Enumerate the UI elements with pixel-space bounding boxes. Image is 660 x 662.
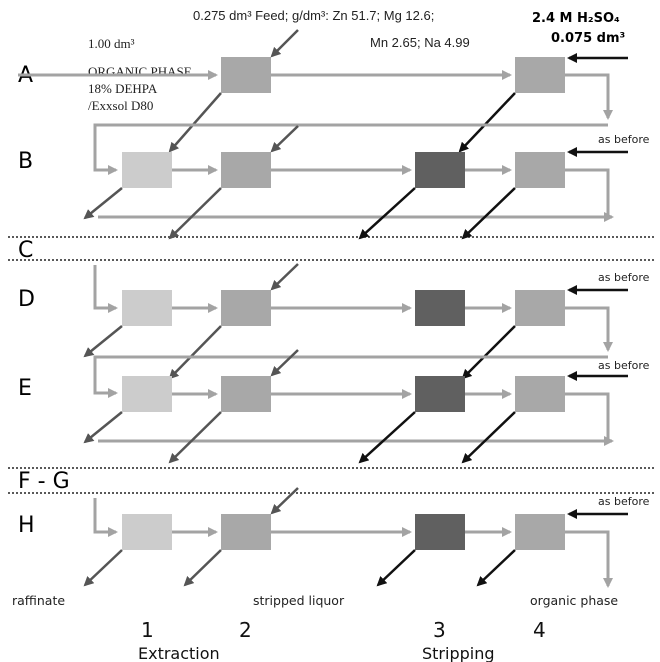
row-e: as before	[83, 349, 650, 464]
mixer-settler-4	[515, 57, 565, 93]
mixer-settler-1	[122, 152, 172, 188]
mixer-settler-2	[221, 57, 271, 93]
mixer-settler-3	[415, 152, 465, 188]
aqueous-arrow	[458, 92, 516, 153]
organic-phase-out-arrow	[565, 530, 613, 588]
stripped-liquor-arrow	[358, 187, 416, 240]
organic-return-arrow	[93, 355, 608, 398]
mixer-settler-1	[122, 514, 172, 550]
mixer-settler-3	[415, 290, 465, 326]
mixer-settler-2	[221, 514, 271, 550]
stripping-label: Stripping	[422, 644, 495, 662]
row-label-b: B	[18, 149, 33, 174]
organic-volume: 1.00 dm³	[88, 36, 135, 51]
row-label-h: H	[18, 513, 35, 538]
organic-out-arrow	[565, 306, 613, 352]
row-b: as before	[83, 123, 650, 240]
acid-concentration: 2.4 M H₂SO₄	[532, 11, 620, 26]
mixer-settler-4	[515, 152, 565, 188]
mixer-settler-2	[221, 152, 271, 188]
row-a	[18, 29, 628, 153]
organic-phase-label: organic phase	[530, 593, 618, 608]
feed-inlet-arrow	[270, 487, 299, 515]
aqueous-arrow	[168, 92, 222, 153]
stage-number-4: 4	[533, 618, 546, 642]
organic-out-arrow	[604, 430, 614, 446]
mixer-settler-4	[515, 376, 565, 412]
mixer-settler-2	[221, 376, 271, 412]
organic-in-arrow	[93, 498, 118, 537]
row-label-d: D	[18, 287, 35, 312]
feed-inlet-arrow	[270, 349, 299, 377]
mixer-settler-4	[515, 290, 565, 326]
organic-out-line	[565, 168, 610, 212]
stripped-liquor-arrow	[376, 549, 416, 587]
row-d: as before	[83, 263, 650, 380]
stage-number-2: 2	[239, 618, 252, 642]
mixer-settler-3	[415, 514, 465, 550]
row-h: as before	[83, 487, 650, 588]
aqueous-arrow	[183, 549, 222, 587]
stripped-liquor-label: stripped liquor	[253, 593, 345, 608]
feed-inlet-arrow	[270, 263, 299, 291]
organic-out-arrow	[604, 205, 614, 222]
feed-text: 0.275 dm³ Feed; g/dm³: Zn 51.7; Mg 12.6;	[193, 8, 434, 23]
as-before-note: as before	[598, 271, 650, 284]
mixer-settler-1	[122, 376, 172, 412]
extraction-label: Extraction	[138, 644, 220, 662]
feed-inlet-arrow	[270, 125, 299, 153]
aqueous-arrow	[168, 411, 222, 464]
organic-line-3: /Exxsol D80	[88, 98, 153, 113]
mixer-settler-1	[122, 290, 172, 326]
as-before-note: as before	[598, 133, 650, 146]
organic-out-line	[565, 392, 610, 436]
stage-number-3: 3	[433, 618, 446, 642]
feed-inlet-arrow	[270, 29, 299, 58]
aqueous-arrow	[168, 187, 222, 240]
feed-text-continued: Mn 2.65; Na 4.99	[370, 35, 470, 50]
raffinate-arrow	[83, 549, 123, 587]
row-label-c: C	[18, 238, 33, 263]
mixer-settler-4	[515, 514, 565, 550]
as-before-note: as before	[598, 495, 650, 508]
aqueous-arrow	[461, 325, 516, 380]
mixer-settler-2	[221, 290, 271, 326]
spacer	[76, 93, 80, 97]
organic-line-2: 18% DEHPA	[88, 81, 158, 96]
organic-return-arrow	[93, 123, 608, 175]
row-label-e: E	[18, 376, 32, 401]
organic-in-arrow	[93, 265, 118, 313]
stripped-liquor-arrow	[358, 411, 416, 464]
acid-volume: 0.075 dm³	[551, 31, 625, 46]
stage-number-1: 1	[141, 618, 154, 642]
organic-out-arrow	[565, 73, 613, 120]
raffinate-arrow	[83, 411, 123, 444]
organic-line-1: ORGANIC PHASE	[88, 64, 192, 79]
raffinate-arrow	[83, 325, 123, 358]
aqueous-arrow	[461, 411, 516, 464]
row-label-f-g: F - G	[18, 469, 70, 494]
aqueous-arrow	[168, 325, 222, 380]
separators	[8, 236, 655, 494]
mixer-settler-3	[415, 376, 465, 412]
as-before-note: as before	[598, 359, 650, 372]
aqueous-arrow	[461, 187, 516, 240]
aqueous-arrow	[476, 549, 516, 587]
raffinate-arrow	[83, 187, 123, 220]
raffinate-label: raffinate	[12, 593, 65, 608]
